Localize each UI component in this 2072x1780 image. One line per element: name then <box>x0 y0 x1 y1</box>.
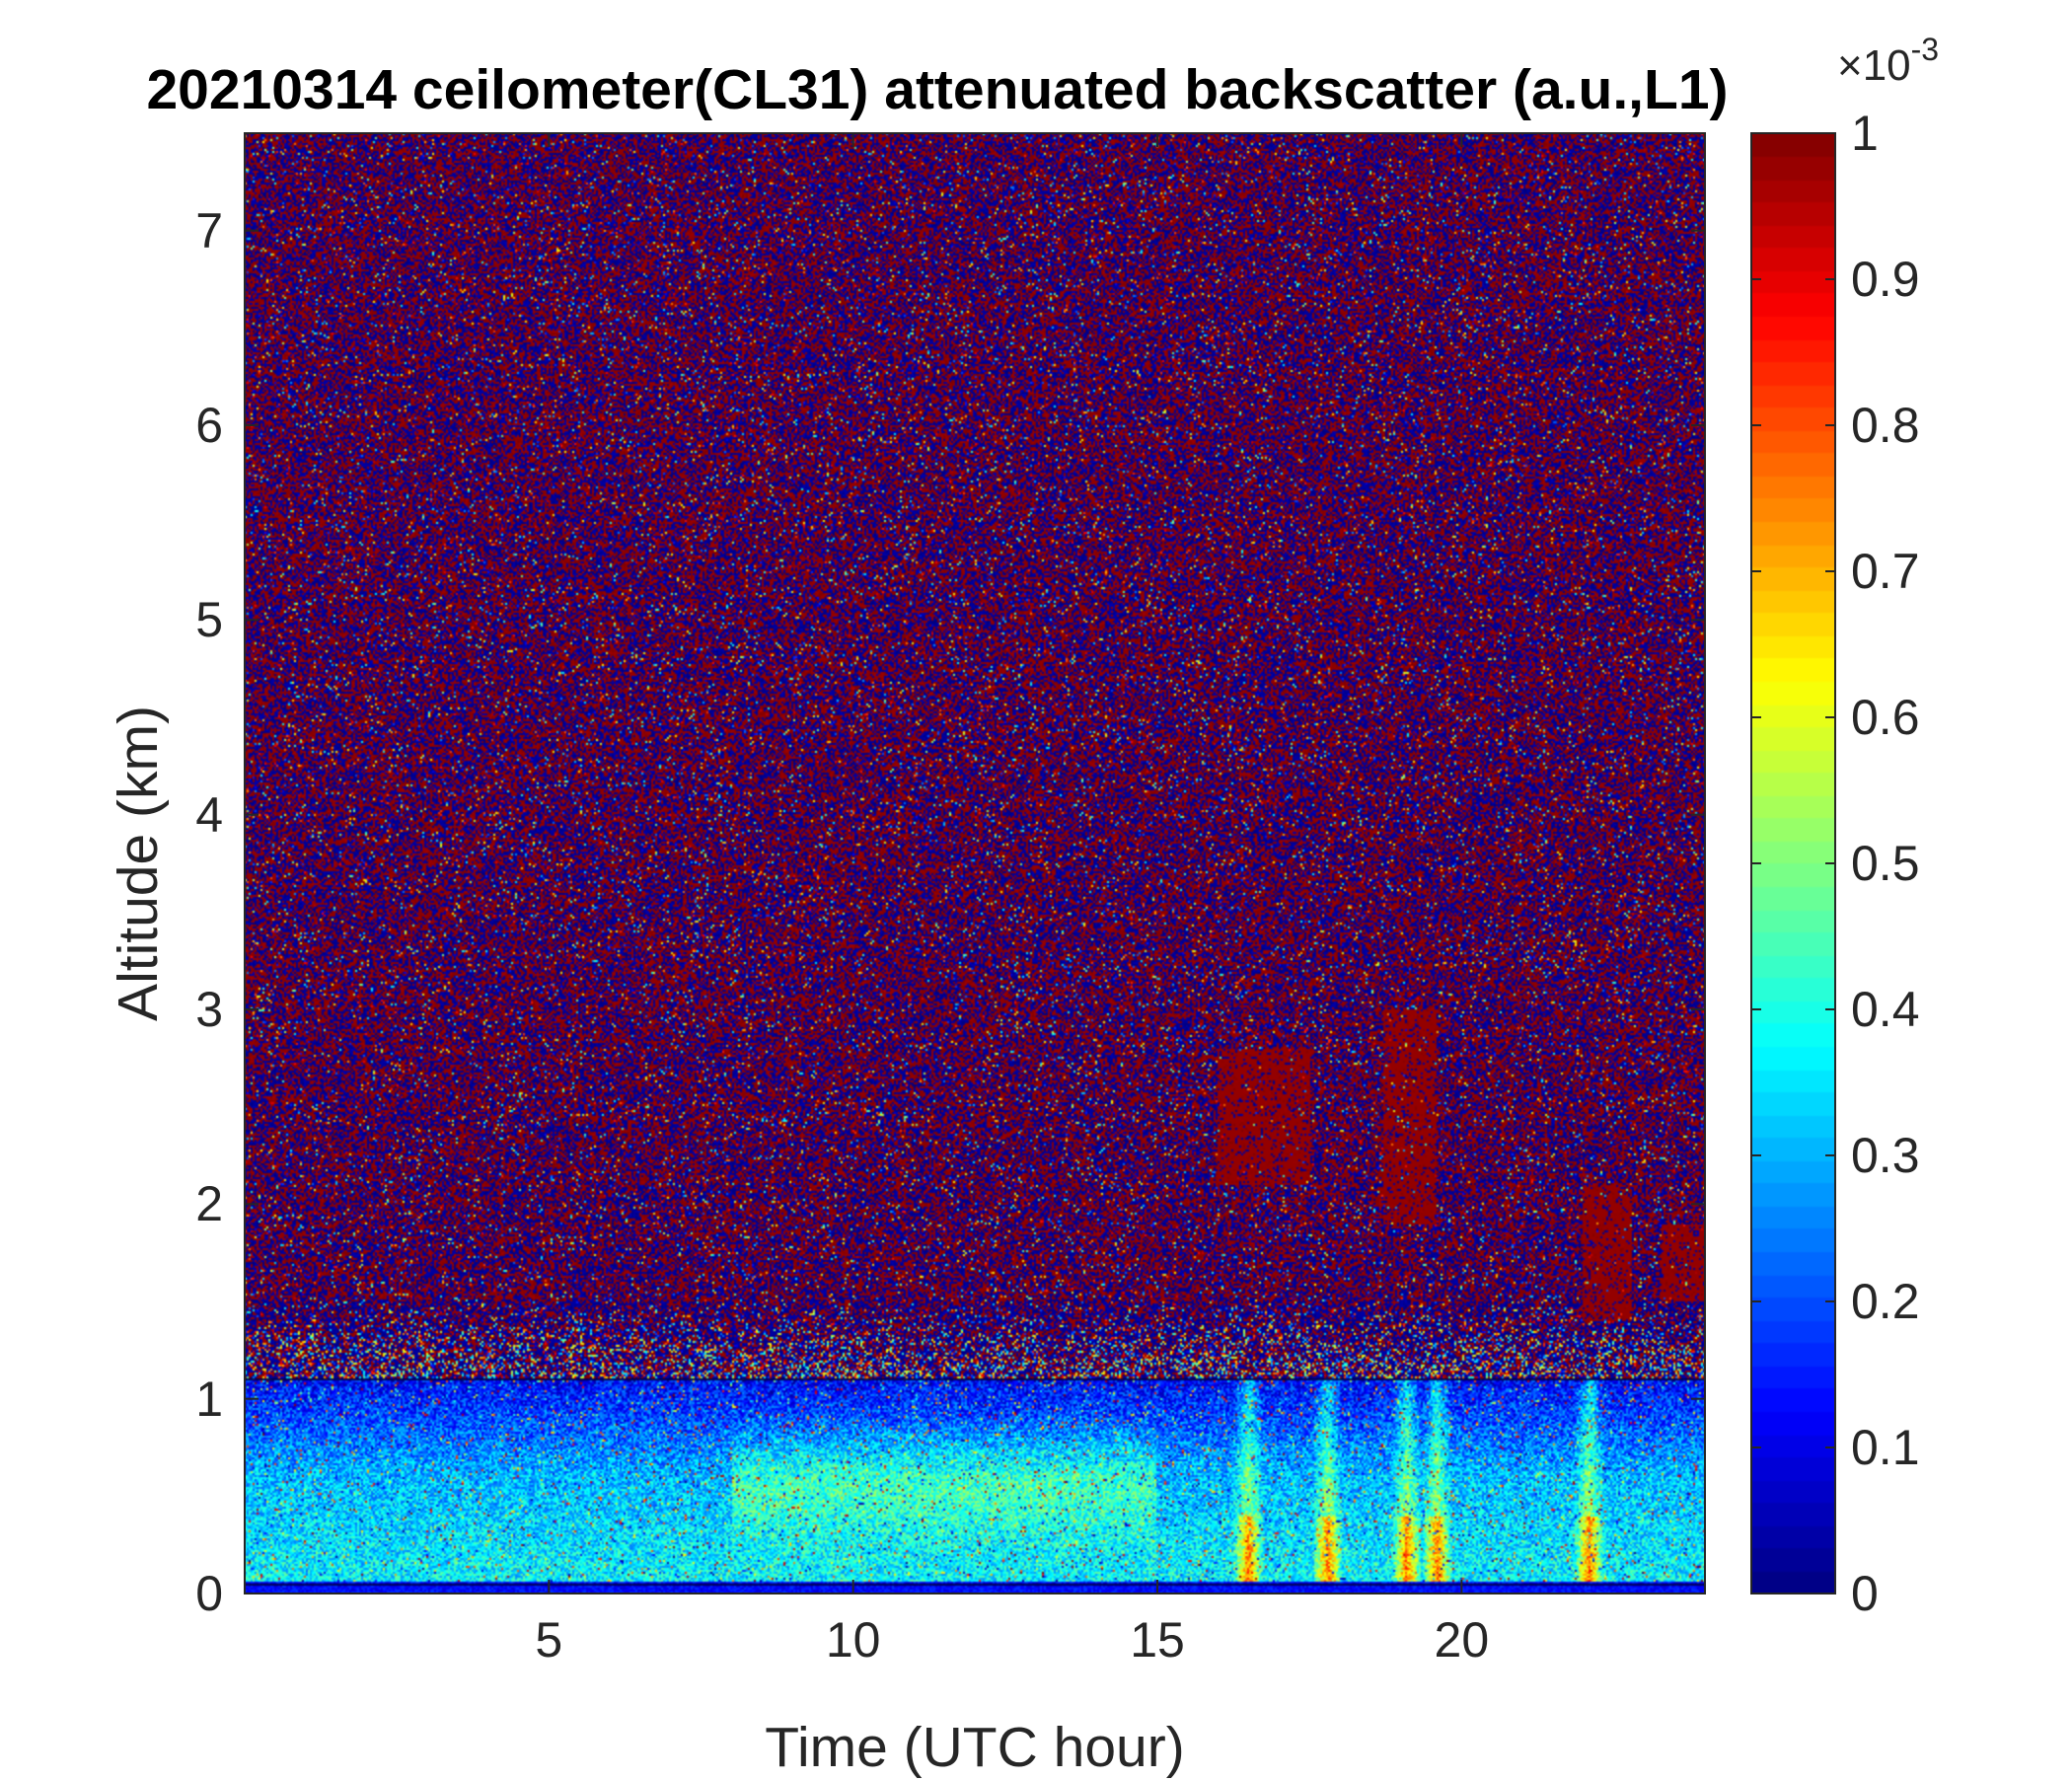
x-tick-label: 20 <box>1434 1612 1490 1668</box>
colorbar-exponent-base: ×10 <box>1837 41 1911 90</box>
colorbar-tick-label: 0.8 <box>1851 398 1920 453</box>
y-tick-label: 2 <box>195 1176 223 1232</box>
y-tick-label: 7 <box>195 202 223 259</box>
x-tick-label: 15 <box>1130 1612 1185 1668</box>
y-tick-label: 0 <box>195 1566 223 1621</box>
y-tick-label: 4 <box>195 786 223 843</box>
x-axis-label: Time (UTC hour) <box>765 1716 1185 1779</box>
colorbar-tick-label: 0.5 <box>1851 836 1920 891</box>
colorbar-tick-label: 0.6 <box>1851 690 1920 745</box>
colorbar-exponent: ×10-3 <box>1837 32 1939 91</box>
heatmap-plot-area <box>245 133 1705 1594</box>
x-tick-label: 5 <box>535 1612 563 1668</box>
chart-title: 20210314 ceilometer(CL31) attenuated bac… <box>146 58 1729 121</box>
colorbar-tick-label: 0 <box>1851 1566 1879 1621</box>
colorbar-exponent-power: -3 <box>1910 32 1940 67</box>
y-tick-label: 3 <box>195 982 223 1037</box>
colorbar-tick-label: 0.3 <box>1851 1128 1920 1183</box>
y-tick-label: 6 <box>195 398 223 453</box>
colorbar <box>1751 133 1835 1594</box>
colorbar-tick-label: 1 <box>1851 106 1879 161</box>
y-axis-label: Altitude (km) <box>107 705 170 1021</box>
y-tick-label: 1 <box>195 1371 223 1427</box>
y-tick-label: 5 <box>195 592 223 648</box>
colorbar-tick-label: 0.2 <box>1851 1274 1920 1329</box>
x-tick-label: 10 <box>825 1612 881 1668</box>
colorbar-tick-label: 0.7 <box>1851 544 1920 599</box>
colorbar-tick-label: 0.4 <box>1851 982 1920 1037</box>
colorbar-tick-label: 0.1 <box>1851 1420 1920 1475</box>
colorbar-tick-label: 0.9 <box>1851 252 1920 307</box>
